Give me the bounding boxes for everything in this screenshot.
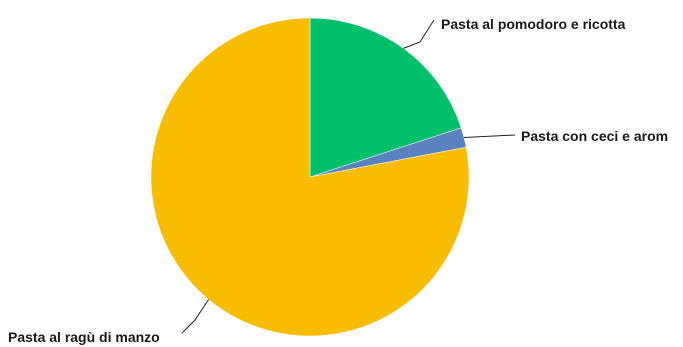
leader-line-pomodoro <box>403 19 435 49</box>
leader-line-ragu <box>181 299 210 334</box>
slice-ragu <box>150 17 470 337</box>
slice-label-ceci: Pasta con ceci e arom <box>521 128 668 144</box>
slice-label-pomodoro: Pasta al pomodoro e ricotta <box>441 16 626 32</box>
leader-line-ceci <box>463 134 516 138</box>
slice-label-ragu: Pasta al ragù di manzo <box>8 329 160 345</box>
leader-lines <box>181 19 516 334</box>
pie-slices <box>150 17 470 337</box>
slice-pomodoro <box>309 17 462 178</box>
